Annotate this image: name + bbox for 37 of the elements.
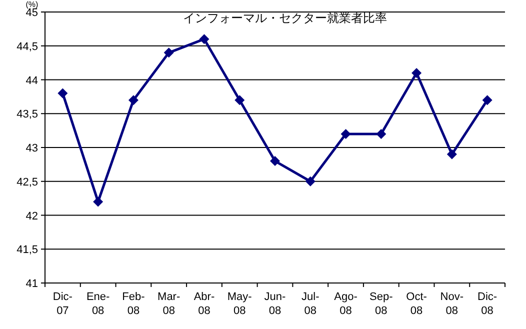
point bbox=[128, 95, 138, 106]
y-tick-label: 44,5 bbox=[16, 40, 38, 53]
x-tick-label: May-08 bbox=[227, 291, 252, 317]
x-tick-label: Mar-08 bbox=[158, 291, 180, 317]
point bbox=[234, 95, 245, 106]
x-tick-label: Abr-08 bbox=[194, 291, 215, 317]
x-tick-label: Ago-08 bbox=[334, 291, 358, 317]
x-tick-label: Ene-08 bbox=[86, 291, 110, 317]
point bbox=[199, 34, 210, 44]
y-axis-title: (%) bbox=[26, 0, 39, 9]
point bbox=[93, 196, 104, 207]
point bbox=[412, 68, 422, 78]
point bbox=[340, 128, 351, 139]
y-tick-label: 45 bbox=[26, 7, 38, 19]
point bbox=[58, 88, 68, 98]
y-tick-label: 44 bbox=[26, 74, 38, 87]
y-tick-label: 43,5 bbox=[16, 108, 38, 121]
x-tick-label: Jul-08 bbox=[302, 291, 320, 317]
y-tick-label: 43 bbox=[26, 142, 38, 154]
x-tick-label: Dic-08 bbox=[478, 291, 498, 317]
y-tick-label: 42,5 bbox=[16, 176, 38, 188]
y-tick-label: 41,5 bbox=[16, 244, 38, 256]
point bbox=[270, 156, 280, 166]
point bbox=[376, 128, 386, 139]
x-tick-label: Nov-08 bbox=[440, 291, 464, 317]
x-tick-label: Feb-08 bbox=[122, 291, 146, 317]
point bbox=[482, 95, 492, 106]
y-tick-label: 41 bbox=[26, 278, 38, 290]
x-tick-label: Sep-08 bbox=[370, 291, 394, 317]
x-tick-label: Oct-08 bbox=[406, 291, 428, 317]
point bbox=[164, 48, 174, 58]
point bbox=[446, 149, 457, 160]
y-tick-label: 42 bbox=[26, 210, 38, 222]
x-tick-label: Jun-08 bbox=[264, 291, 286, 317]
chart-title: インフォーマル・セクター就業者比率 bbox=[183, 11, 387, 25]
point bbox=[305, 176, 316, 186]
x-tick-label: Dic-07 bbox=[52, 291, 73, 317]
